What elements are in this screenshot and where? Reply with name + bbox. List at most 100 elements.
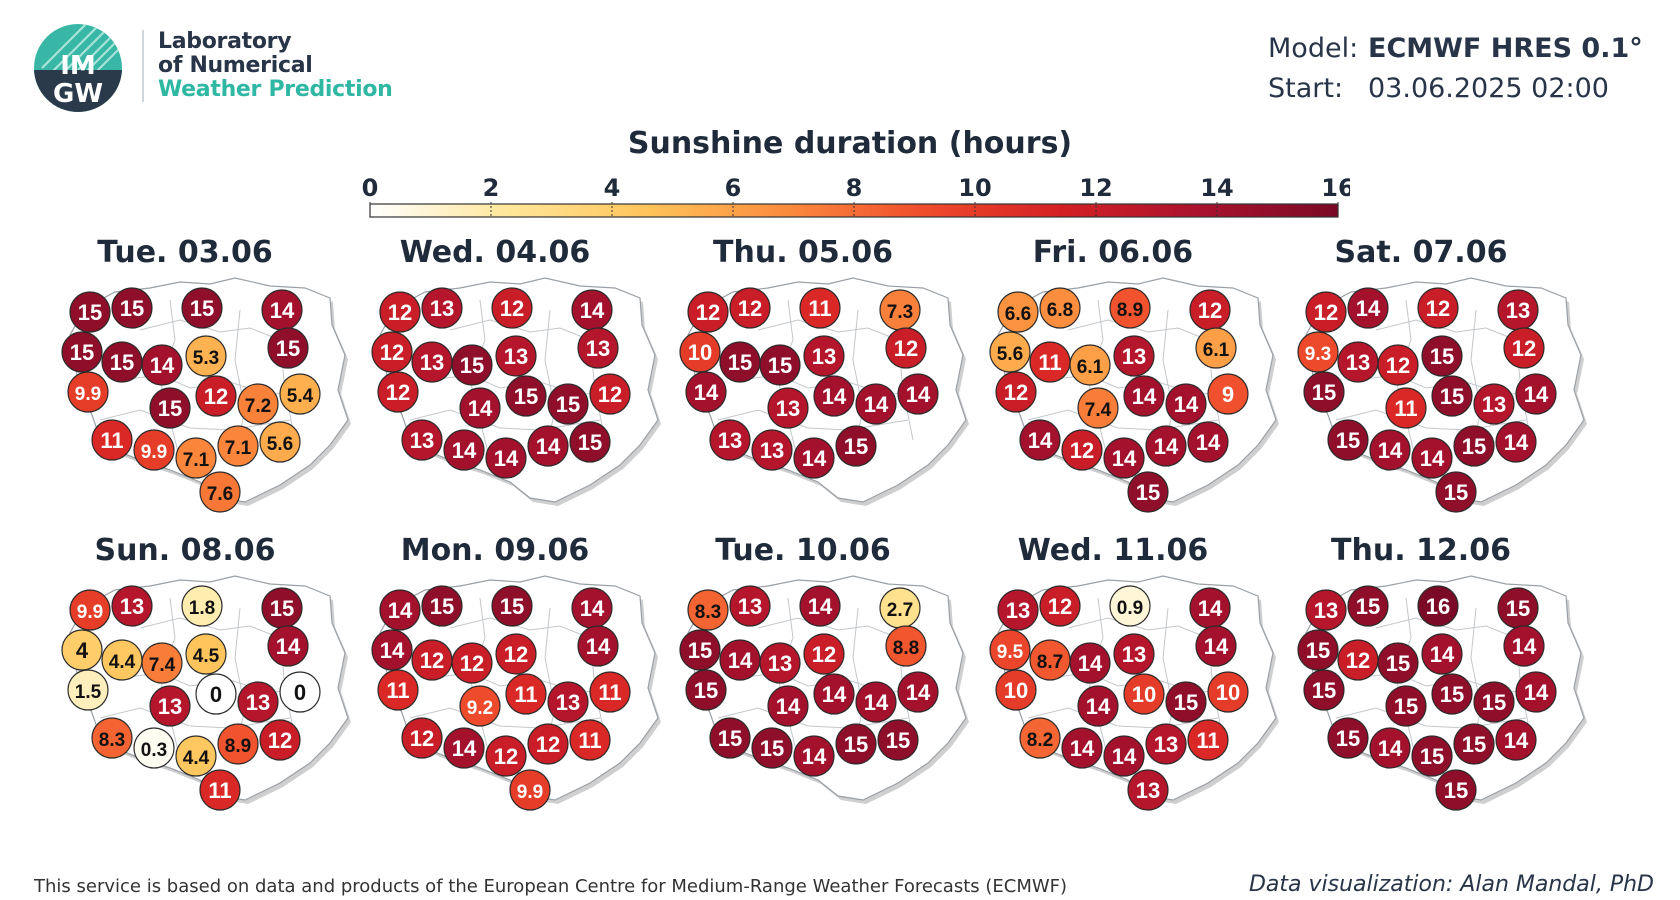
sunshine-value: 15: [844, 434, 868, 459]
start-value: 03.06.2025 02:00: [1368, 73, 1609, 104]
sunshine-value: 9.3: [1305, 344, 1331, 365]
sunshine-value: 12: [1004, 380, 1028, 405]
sunshine-value: 15: [1444, 778, 1468, 803]
sunshine-value: 14: [1504, 430, 1529, 455]
sunshine-value: 12: [500, 296, 524, 321]
sunshine-marker: [751, 727, 793, 769]
sunshine-value: 9: [1222, 382, 1234, 407]
sunshine-value: 13: [504, 344, 528, 369]
sunshine-value: 14: [1524, 680, 1549, 705]
sunshine-marker: [577, 625, 619, 667]
sunshine-value: 15: [718, 726, 742, 751]
day-title: Thu. 12.06: [1331, 533, 1511, 568]
voivodeship-border: [409, 707, 601, 729]
sunshine-marker: [995, 371, 1037, 413]
sunshine-value: 13: [738, 594, 762, 619]
sunshine-value: 15: [460, 353, 484, 378]
sunshine-marker: [1473, 383, 1515, 425]
sunshine-value: 15: [1356, 594, 1380, 619]
sunshine-value: 15: [70, 340, 94, 365]
sunshine-marker: [897, 373, 939, 415]
sunshine-marker: [1377, 344, 1419, 386]
sunshine-marker: [767, 387, 809, 429]
sunshine-value: 7.1: [225, 438, 252, 459]
sunshine-value: 15: [844, 732, 868, 757]
sunshine-marker: [885, 625, 927, 667]
sunshine-value: 12: [1346, 648, 1370, 673]
sunshine-value: 13: [1154, 732, 1178, 757]
sunshine-value: 13: [1506, 298, 1530, 323]
sunshine-value: 14: [1378, 736, 1403, 761]
sunshine-value: 14: [388, 598, 413, 623]
sunshine-value: 15: [1506, 596, 1530, 621]
sunshine-marker: [687, 291, 729, 333]
sunshine-marker: [149, 387, 191, 429]
sunshine-marker: [813, 673, 855, 715]
sunshine-marker: [141, 642, 183, 684]
sunshine-value: 13: [1006, 598, 1030, 623]
sunshine-marker: [1303, 371, 1345, 413]
sunshine-value: 15: [1462, 732, 1486, 757]
sunshine-marker: [1145, 425, 1187, 467]
sunshine-marker: [67, 371, 109, 413]
sunshine-value: 12: [738, 296, 762, 321]
sunshine-value: 0: [210, 682, 222, 707]
sunshine-value: 16: [1426, 594, 1450, 619]
day-title: Sun. 08.06: [94, 533, 275, 568]
sunshine-marker: [175, 437, 217, 479]
sunshine-marker: [1515, 373, 1557, 415]
sunshine-marker: [141, 344, 183, 386]
day-title: Fri. 06.06: [1033, 235, 1193, 270]
sunshine-marker: [835, 425, 877, 467]
sunshine-marker: [589, 373, 631, 415]
sunshine-marker: [267, 327, 309, 369]
sunshine-marker: [259, 719, 301, 761]
sunshine-value: 14: [1078, 651, 1103, 676]
sunshine-marker: [91, 717, 133, 759]
sunshine-marker: [547, 383, 589, 425]
sunshine-marker: [495, 633, 537, 675]
voivodeship-border: [1375, 319, 1517, 341]
sunshine-marker: [1431, 375, 1473, 417]
day-map: Tue. 03.06 15 15 15 14 15 15 5.3 15 14 9.9 15 12 7.2 5…: [61, 235, 351, 513]
sunshine-marker: [1145, 723, 1187, 765]
sunshine-value: 12: [380, 340, 404, 365]
sunshine-value: 9.9: [77, 602, 103, 623]
sunshine-value: 12: [460, 651, 484, 676]
sunshine-value: 12: [388, 300, 412, 325]
sunshine-value: 15: [1136, 480, 1160, 505]
sunshine-value: 14: [808, 594, 833, 619]
sunshine-marker: [1113, 633, 1155, 675]
sunshine-marker: [1069, 642, 1111, 684]
sunshine-marker: [509, 769, 551, 811]
sunshine-value: 0: [294, 680, 306, 705]
voivodeship-border: [1375, 617, 1517, 639]
colorbar-tick-label: 8: [846, 174, 863, 202]
sunshine-marker: [989, 331, 1031, 373]
sunshine-marker: [377, 371, 419, 413]
sunshine-value: 8.9: [1117, 300, 1143, 321]
sunshine-value: 9.9: [75, 384, 101, 405]
sunshine-value: 4: [76, 638, 89, 663]
sunshine-marker: [527, 723, 569, 765]
sunshine-marker: [1377, 642, 1419, 684]
colorbar-tick-label: 16: [1321, 174, 1350, 202]
sunshine-marker: [989, 629, 1031, 671]
sunshine-value: 4.4: [183, 748, 210, 769]
sunshine-marker: [803, 335, 845, 377]
sunshine-value: 13: [760, 438, 784, 463]
sunshine-value: 8.7: [1037, 652, 1063, 673]
sunshine-value: 13: [586, 336, 610, 361]
sunshine-marker: [1495, 719, 1537, 761]
sunshine-marker: [679, 629, 721, 671]
sunshine-value: 1.5: [75, 682, 102, 703]
sunshine-marker: [1305, 291, 1347, 333]
sunshine-marker: [69, 291, 111, 333]
sunshine-value: 5.6: [267, 434, 293, 455]
sunshine-marker: [1061, 429, 1103, 471]
voivodeship-border: [1335, 409, 1527, 431]
sunshine-value: 10: [1216, 680, 1240, 705]
sunshine-value: 12: [420, 648, 444, 673]
